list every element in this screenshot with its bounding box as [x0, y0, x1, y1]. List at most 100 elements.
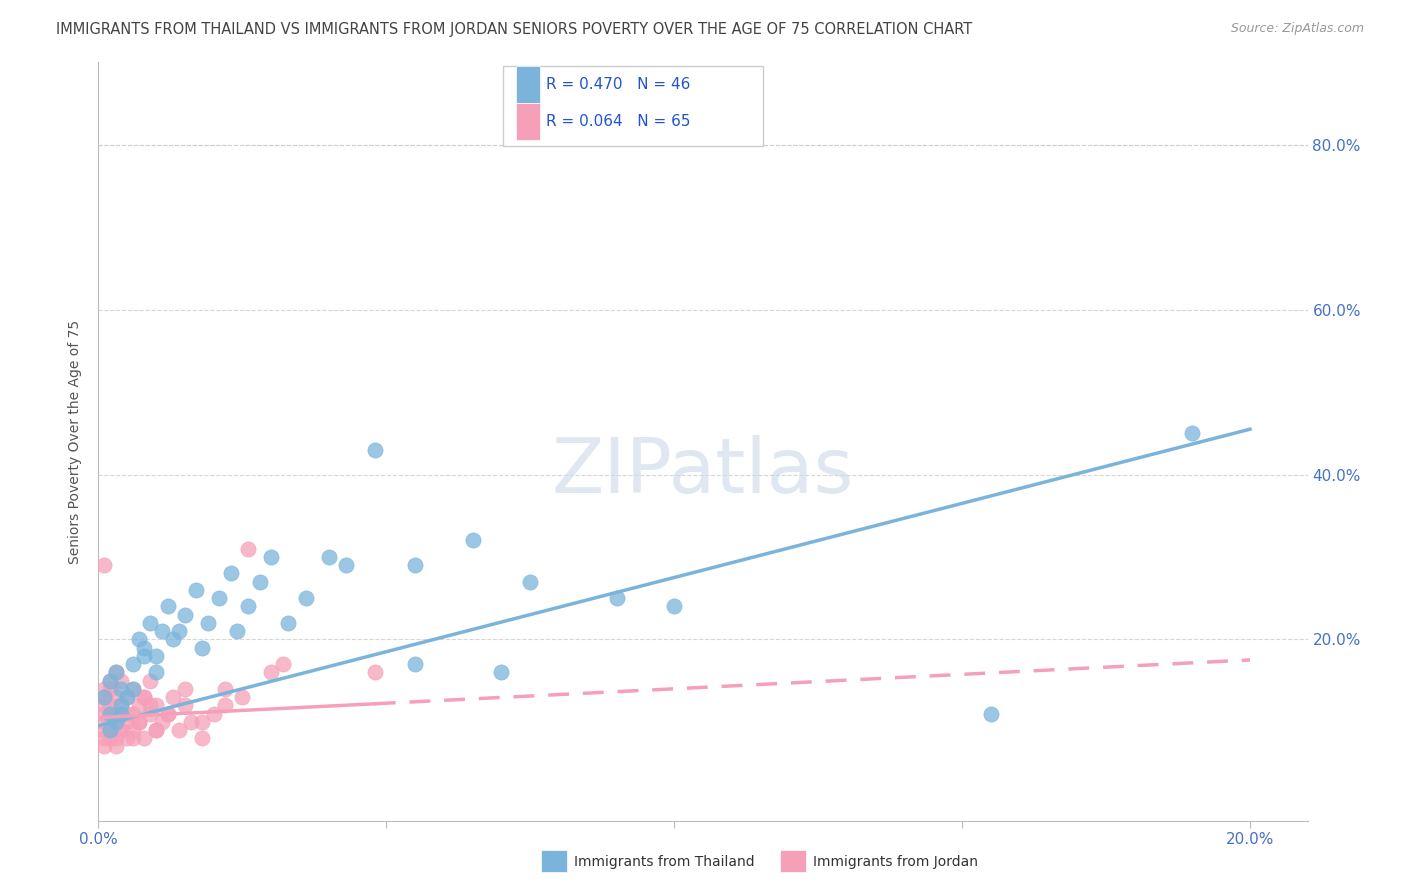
Point	[139, 615, 162, 630]
Text: R = 0.470   N = 46: R = 0.470 N = 46	[546, 77, 690, 92]
Point	[139, 673, 162, 688]
Point	[173, 698, 195, 713]
Point	[93, 690, 115, 704]
Point	[104, 739, 127, 754]
Text: Source: ZipAtlas.com: Source: ZipAtlas.com	[1230, 22, 1364, 36]
Point	[277, 615, 299, 630]
Point	[139, 698, 162, 713]
Point	[606, 591, 628, 606]
Point	[104, 714, 127, 729]
Point	[104, 665, 127, 680]
Point	[145, 723, 167, 737]
Point	[110, 698, 132, 713]
Point	[110, 706, 132, 721]
Point	[128, 714, 150, 729]
FancyBboxPatch shape	[516, 66, 540, 103]
Point	[110, 681, 132, 696]
Point	[980, 706, 1002, 721]
Point	[186, 582, 208, 597]
Point	[162, 632, 184, 647]
Point	[93, 731, 115, 746]
Point	[167, 723, 190, 737]
Point	[294, 591, 316, 606]
Point	[145, 698, 167, 713]
Point	[214, 698, 236, 713]
Point	[128, 698, 150, 713]
Point	[122, 681, 145, 696]
Point	[364, 665, 387, 680]
Point	[162, 690, 184, 704]
Point	[236, 541, 259, 556]
Point	[98, 706, 121, 721]
Point	[122, 723, 145, 737]
Point	[134, 648, 156, 663]
Point	[134, 690, 156, 704]
Point	[156, 706, 179, 721]
Point	[115, 731, 138, 746]
Point	[98, 673, 121, 688]
Point	[98, 673, 121, 688]
Point	[104, 714, 127, 729]
Point	[156, 706, 179, 721]
Point	[167, 624, 190, 639]
Text: R = 0.064   N = 65: R = 0.064 N = 65	[546, 114, 690, 129]
Point	[93, 739, 115, 754]
Point	[231, 690, 253, 704]
Point	[93, 690, 115, 704]
Point	[191, 640, 214, 655]
Point	[180, 714, 202, 729]
Point	[156, 599, 179, 614]
Point	[225, 624, 247, 639]
Text: Immigrants from Jordan: Immigrants from Jordan	[813, 855, 977, 869]
Point	[134, 640, 156, 655]
Point	[98, 698, 121, 713]
Point	[260, 665, 283, 680]
Point	[260, 549, 283, 564]
Point	[104, 706, 127, 721]
Point	[128, 714, 150, 729]
Point	[197, 615, 219, 630]
Point	[93, 706, 115, 721]
Point	[404, 657, 426, 671]
Point	[98, 681, 121, 696]
Text: Immigrants from Thailand: Immigrants from Thailand	[574, 855, 754, 869]
FancyBboxPatch shape	[503, 66, 763, 145]
Point	[335, 558, 357, 573]
Point	[219, 566, 242, 581]
Point	[98, 706, 121, 721]
Point	[110, 673, 132, 688]
Point	[271, 657, 294, 671]
Point	[134, 731, 156, 746]
Point	[122, 706, 145, 721]
Point	[110, 723, 132, 737]
Point	[98, 723, 121, 737]
Point	[318, 549, 340, 564]
Point	[115, 690, 138, 704]
Point	[364, 442, 387, 457]
Point	[110, 706, 132, 721]
Point	[104, 731, 127, 746]
Point	[145, 723, 167, 737]
FancyBboxPatch shape	[516, 103, 540, 140]
Point	[110, 723, 132, 737]
Point	[104, 665, 127, 680]
Point	[115, 706, 138, 721]
Point	[110, 698, 132, 713]
Point	[214, 681, 236, 696]
Point	[122, 657, 145, 671]
Point	[1181, 426, 1204, 441]
Point	[122, 681, 145, 696]
Point	[191, 714, 214, 729]
Point	[122, 731, 145, 746]
Point	[150, 714, 173, 729]
Point	[93, 714, 115, 729]
Point	[249, 574, 271, 589]
Point	[208, 591, 231, 606]
Point	[93, 681, 115, 696]
Point	[191, 731, 214, 746]
Point	[150, 624, 173, 639]
Point	[98, 723, 121, 737]
Point	[115, 690, 138, 704]
Point	[664, 599, 686, 614]
Point	[134, 690, 156, 704]
